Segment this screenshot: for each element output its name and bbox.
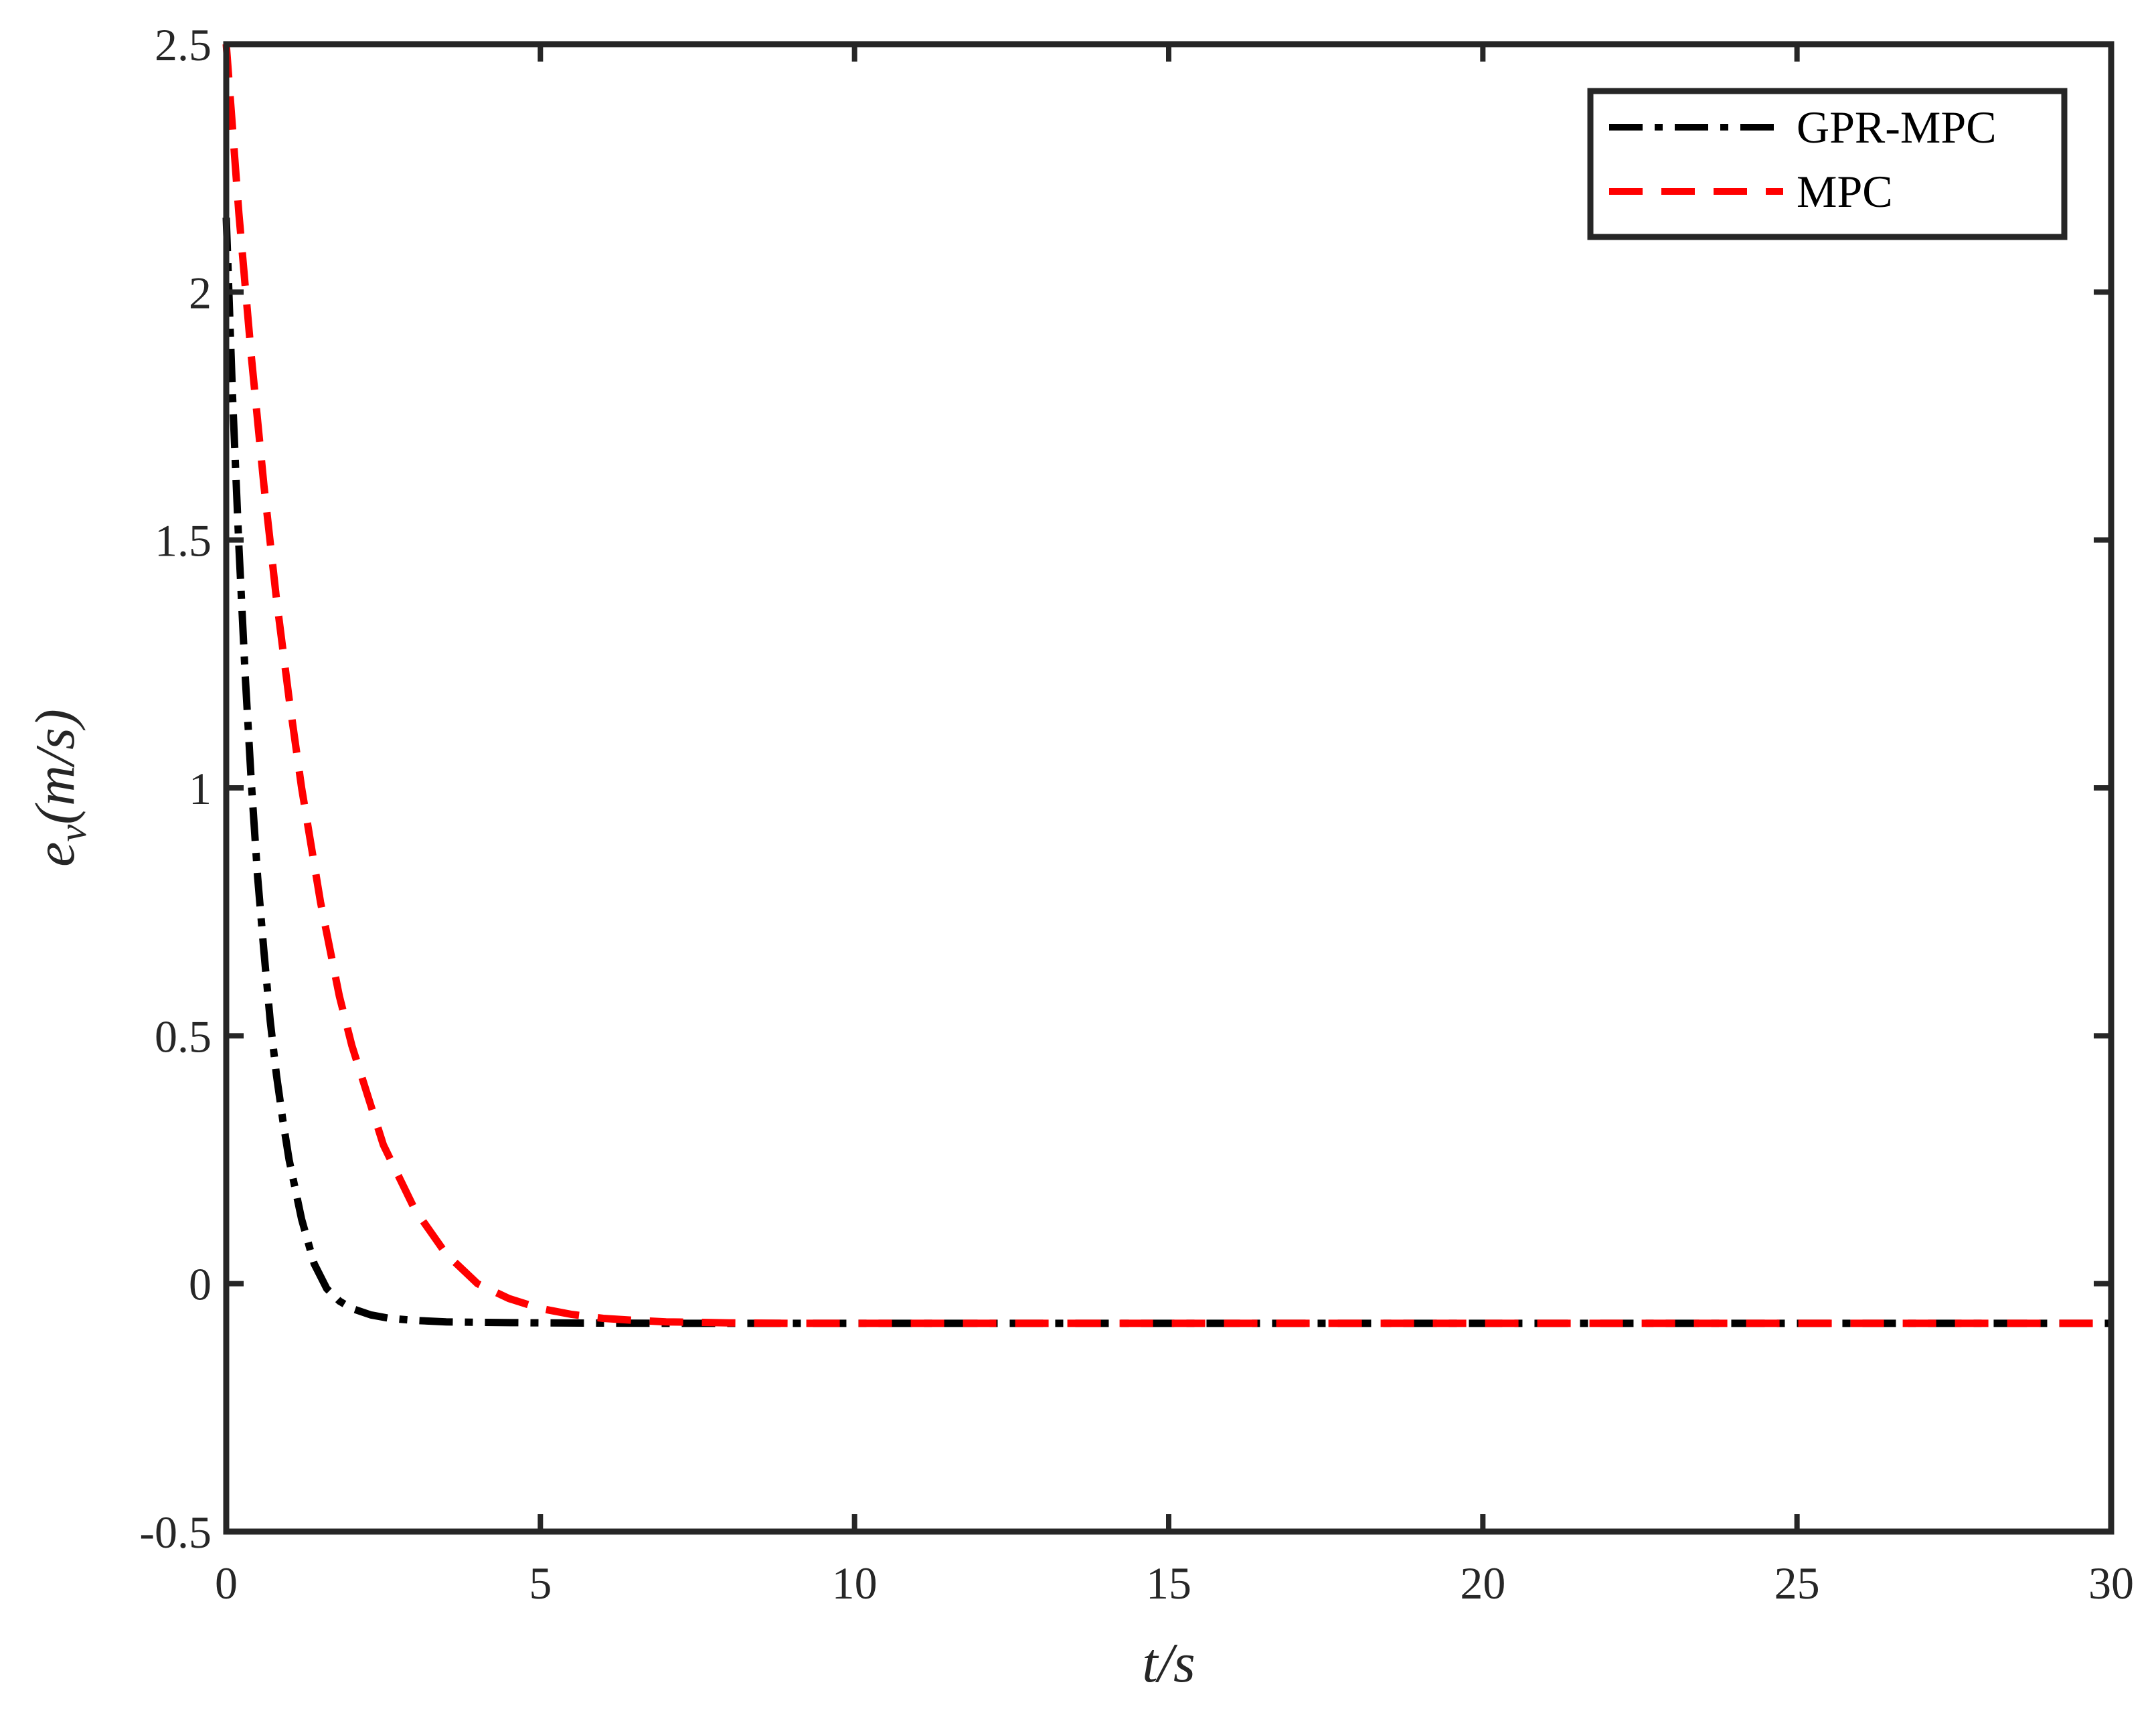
- x-axis-label: t/s: [1142, 1632, 1195, 1694]
- y-tick-label: 1.5: [155, 515, 212, 566]
- x-tick-label: 5: [529, 1558, 552, 1609]
- ticks-layer: [224, 42, 2114, 1534]
- y-tick-label: 0.5: [155, 1011, 212, 1062]
- x-tick-label: 15: [1146, 1558, 1191, 1609]
- x-tick-label: 20: [1460, 1558, 1505, 1609]
- y-axis-label: ev(m/s): [24, 709, 94, 867]
- x-tick-label: 25: [1774, 1558, 1820, 1609]
- series-line-mpc: [222, 44, 2111, 1327]
- series-layer: [222, 44, 2111, 1327]
- x-tick-label: 0: [215, 1558, 238, 1609]
- y-tick-label: 1: [189, 763, 212, 814]
- y-tick-label: 0: [189, 1259, 212, 1310]
- x-tick-label: 10: [832, 1558, 878, 1609]
- legend-label-gpr-mpc: GPR-MPC: [1797, 102, 1997, 153]
- y-axis-label-rest: (m/s): [24, 709, 86, 825]
- y-tick-label: 2: [189, 267, 212, 318]
- y-axis-label-main: e: [24, 842, 86, 867]
- legend: GPR-MPC MPC: [1587, 88, 2068, 240]
- svg-text:ev(m/s): ev(m/s): [24, 709, 94, 867]
- legend-label-mpc: MPC: [1797, 166, 1893, 217]
- tick-labels-layer: 0 5 10 15 20 25 30-0.500.511.522.5: [139, 19, 2134, 1609]
- y-tick-label: -0.5: [139, 1507, 212, 1558]
- x-tick-label: 30: [2088, 1558, 2134, 1609]
- y-tick-label: 2.5: [155, 19, 212, 70]
- legend-box: [1587, 88, 2068, 240]
- y-axis-label-subscript: v: [51, 825, 94, 842]
